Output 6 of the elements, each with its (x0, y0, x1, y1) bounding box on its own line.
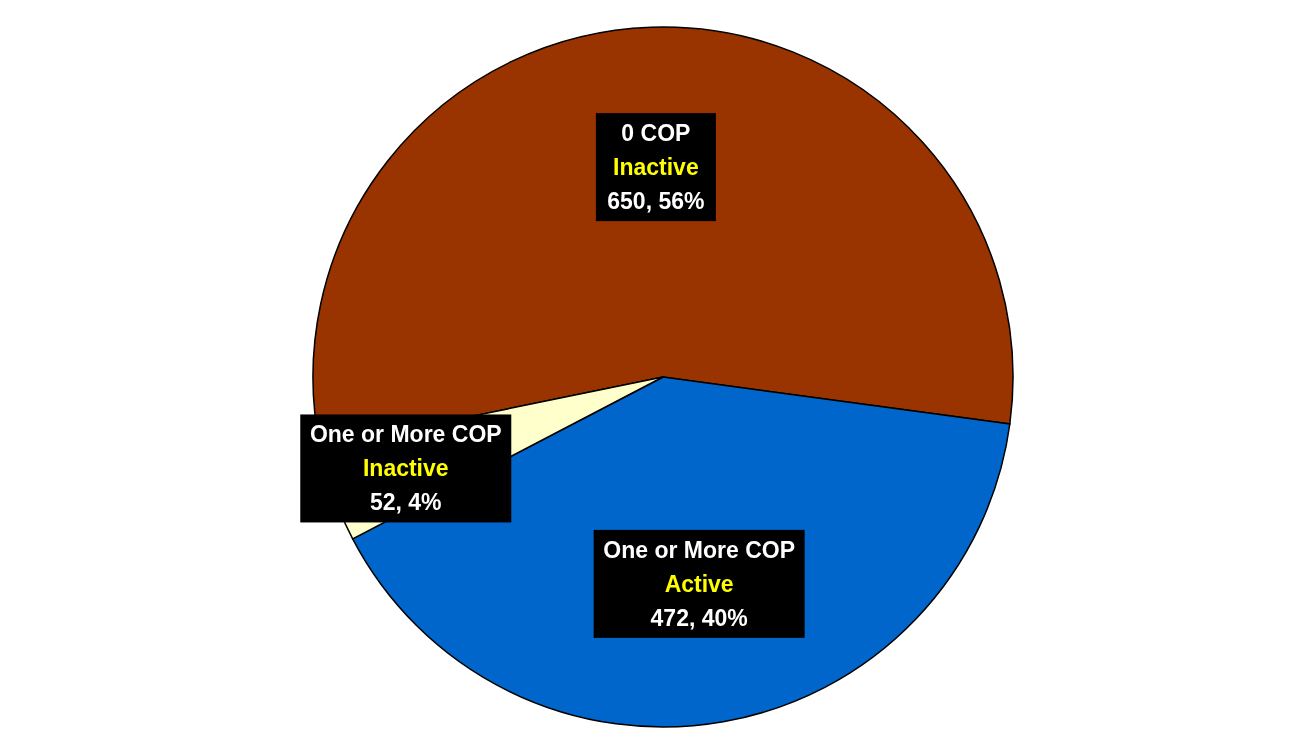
slice-label: One or More COP Active (603, 536, 796, 597)
data-label: 52, 4% (369, 489, 442, 516)
data-label: 472, 40% (650, 604, 748, 631)
slice-label: One or More COP Inactive (309, 421, 502, 482)
slice-label: 0 COP Inactive (613, 120, 699, 181)
data-label: 650, 56% (607, 188, 705, 215)
